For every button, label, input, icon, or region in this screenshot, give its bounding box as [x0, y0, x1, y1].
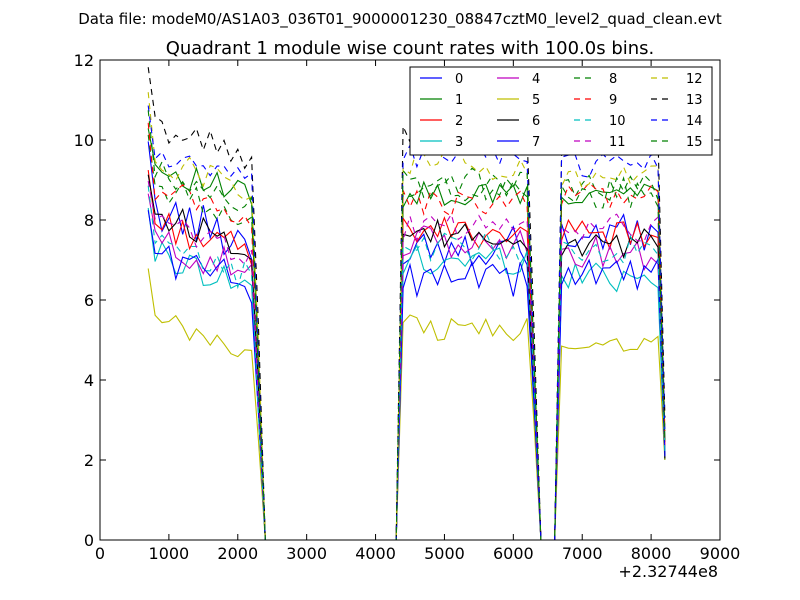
series-line-9: [147, 122, 666, 541]
plot-frame: [99, 59, 721, 541]
series-line-1: [147, 128, 666, 541]
x-tick-label: 8000: [631, 544, 672, 563]
legend-label-7: 7: [532, 135, 540, 150]
legend-label-8: 8: [609, 72, 617, 87]
legend-label-9: 9: [609, 93, 617, 108]
series-line-2: [147, 170, 666, 541]
series-line-10: [147, 185, 666, 541]
x-tick-label: 6000: [493, 544, 534, 563]
y-tick-label: 10: [74, 131, 94, 150]
legend-label-4: 4: [532, 72, 540, 87]
legend-label-15: 15: [686, 135, 703, 150]
series-line-6: [147, 174, 666, 541]
y-tick-label: 2: [84, 451, 94, 470]
x-tick-label: 5000: [424, 544, 465, 563]
legend-label-3: 3: [455, 135, 463, 150]
legend-label-12: 12: [686, 72, 703, 87]
legend-label-2: 2: [455, 114, 463, 129]
x-offset-label: +2.32744e8: [618, 562, 718, 581]
y-tick-label: 6: [84, 291, 94, 310]
x-tick-label: 1000: [149, 544, 190, 563]
x-tick-label: 4000: [355, 544, 396, 563]
legend-label-14: 14: [686, 114, 703, 129]
series-line-5: [147, 268, 666, 541]
series-line-11: [147, 180, 666, 541]
series-line-0: [147, 141, 666, 541]
ticks-layer: 0 1000 2000 3000 4000 5000 6000 7000 8000 9000 0 2 4…: [74, 51, 741, 563]
x-tick-label: 3000: [286, 544, 327, 563]
x-tick-label: 2000: [217, 544, 258, 563]
legend-label-10: 10: [609, 114, 626, 129]
series-line-15: [147, 110, 666, 541]
series-line-13: [147, 67, 666, 541]
x-tick-label: 0: [95, 544, 105, 563]
legend-label-6: 6: [532, 114, 540, 129]
y-tick-label: 8: [84, 211, 94, 230]
x-tick-label: 7000: [562, 544, 603, 563]
series-layer: [147, 67, 666, 541]
y-tick-label: 12: [74, 51, 94, 70]
series-line-8: [147, 134, 666, 541]
legend-label-1: 1: [455, 93, 463, 108]
legend-label-11: 11: [609, 135, 626, 150]
y-tick-label: 0: [84, 531, 94, 550]
legend-box: [409, 66, 713, 156]
legend-label-5: 5: [532, 93, 540, 108]
legend-label-13: 13: [686, 93, 703, 108]
series-line-7: [147, 210, 666, 541]
series-line-12: [147, 92, 666, 541]
series-line-3: [147, 207, 666, 541]
legend-label-0: 0: [455, 72, 463, 87]
x-tick-label: 9000: [700, 544, 741, 563]
y-tick-label: 4: [84, 371, 94, 390]
chart-title: Quadrant 1 module wise count rates with …: [166, 38, 655, 59]
suptitle: Data file: modeM0/AS1A03_036T01_90000012…: [78, 10, 722, 29]
